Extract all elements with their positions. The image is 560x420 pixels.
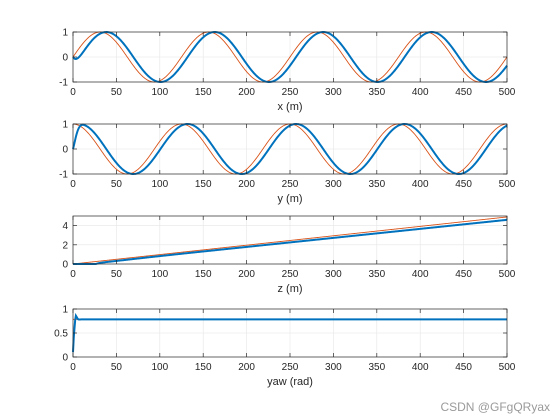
- y-tick-label: 1: [62, 28, 68, 39]
- x-tick-label: 0: [70, 179, 76, 190]
- x-tick-label: 100: [151, 87, 168, 98]
- x-tick-label: 100: [151, 179, 168, 190]
- x-tick-label: 50: [111, 87, 123, 98]
- x-tick-label: 300: [325, 269, 342, 280]
- x-tick-label: 350: [368, 362, 385, 373]
- x-tick-label: 200: [238, 179, 255, 190]
- x-tick-label: 400: [412, 87, 429, 98]
- y-tick-label: 4: [62, 221, 68, 232]
- x-tick-label: 500: [499, 179, 516, 190]
- x-tick-label: 450: [455, 269, 472, 280]
- y-tick-label: 2: [62, 240, 68, 251]
- x-tick-label: 450: [455, 362, 472, 373]
- y-tick-label: 0: [62, 260, 68, 271]
- x-tick-label: 250: [282, 87, 299, 98]
- x-tick-label: 150: [195, 179, 212, 190]
- x-tick-label: 50: [111, 269, 123, 280]
- y-tick-label: 0.5: [54, 329, 68, 340]
- x-tick-label: 400: [412, 269, 429, 280]
- x-tick-label: 50: [111, 362, 123, 373]
- x-tick-label: 300: [325, 87, 342, 98]
- y-tick-label: -1: [59, 170, 68, 181]
- x-axis-label: y (m): [277, 193, 302, 205]
- x-tick-label: 350: [368, 179, 385, 190]
- x-tick-label: 200: [238, 362, 255, 373]
- y-tick-label: 0: [62, 53, 68, 64]
- x-tick-label: 50: [111, 179, 123, 190]
- x-tick-label: 0: [70, 269, 76, 280]
- series-line-actual: [73, 218, 508, 265]
- x-tick-label: 350: [368, 87, 385, 98]
- x-tick-label: 0: [70, 362, 76, 373]
- series-line-actual: [72, 312, 507, 353]
- x-tick-label: 0: [70, 87, 76, 98]
- x-tick-label: 250: [282, 362, 299, 373]
- x-tick-label: 150: [195, 87, 212, 98]
- y-tick-label: 0: [62, 353, 68, 364]
- series-line-reference: [72, 31, 508, 83]
- watermark: CSDN @GFgQRyax: [440, 400, 550, 414]
- x-tick-label: 500: [499, 87, 516, 98]
- x-tick-label: 250: [282, 269, 299, 280]
- series-line-actual: [72, 30, 508, 84]
- x-tick-label: 300: [325, 179, 342, 190]
- x-tick-label: 100: [151, 269, 168, 280]
- x-tick-label: 350: [368, 269, 385, 280]
- x-tick-label: 200: [238, 87, 255, 98]
- x-tick-label: 450: [455, 87, 472, 98]
- y-tick-label: 0: [62, 145, 68, 156]
- x-tick-label: 400: [412, 179, 429, 190]
- y-tick-label: 1: [62, 120, 68, 131]
- x-axis-label: yaw (rad): [267, 376, 313, 388]
- subplot-yaw: 0 50 100 150 200 250 300 350 400 450 500 0 0.5 1 yaw (…: [54, 305, 516, 389]
- x-tick-label: 500: [499, 269, 516, 280]
- x-axis-label: z (m): [277, 283, 302, 295]
- y-tick-label: 1: [62, 305, 68, 316]
- x-tick-label: 200: [238, 269, 255, 280]
- x-tick-label: 150: [195, 269, 212, 280]
- x-tick-label: 500: [499, 362, 516, 373]
- x-tick-label: 250: [282, 179, 299, 190]
- x-tick-label: 450: [455, 179, 472, 190]
- x-tick-label: 150: [195, 362, 212, 373]
- x-tick-label: 100: [151, 362, 168, 373]
- x-axis-label: x (m): [277, 101, 302, 113]
- series-line-reference: [72, 216, 508, 265]
- subplot-z: 0 50 100 150 200 250 300 350 400 450 500 0 2 4 z (m): [62, 215, 516, 295]
- x-tick-label: 300: [325, 362, 342, 373]
- x-tick-label: 400: [412, 362, 429, 373]
- y-tick-label: -1: [59, 78, 68, 89]
